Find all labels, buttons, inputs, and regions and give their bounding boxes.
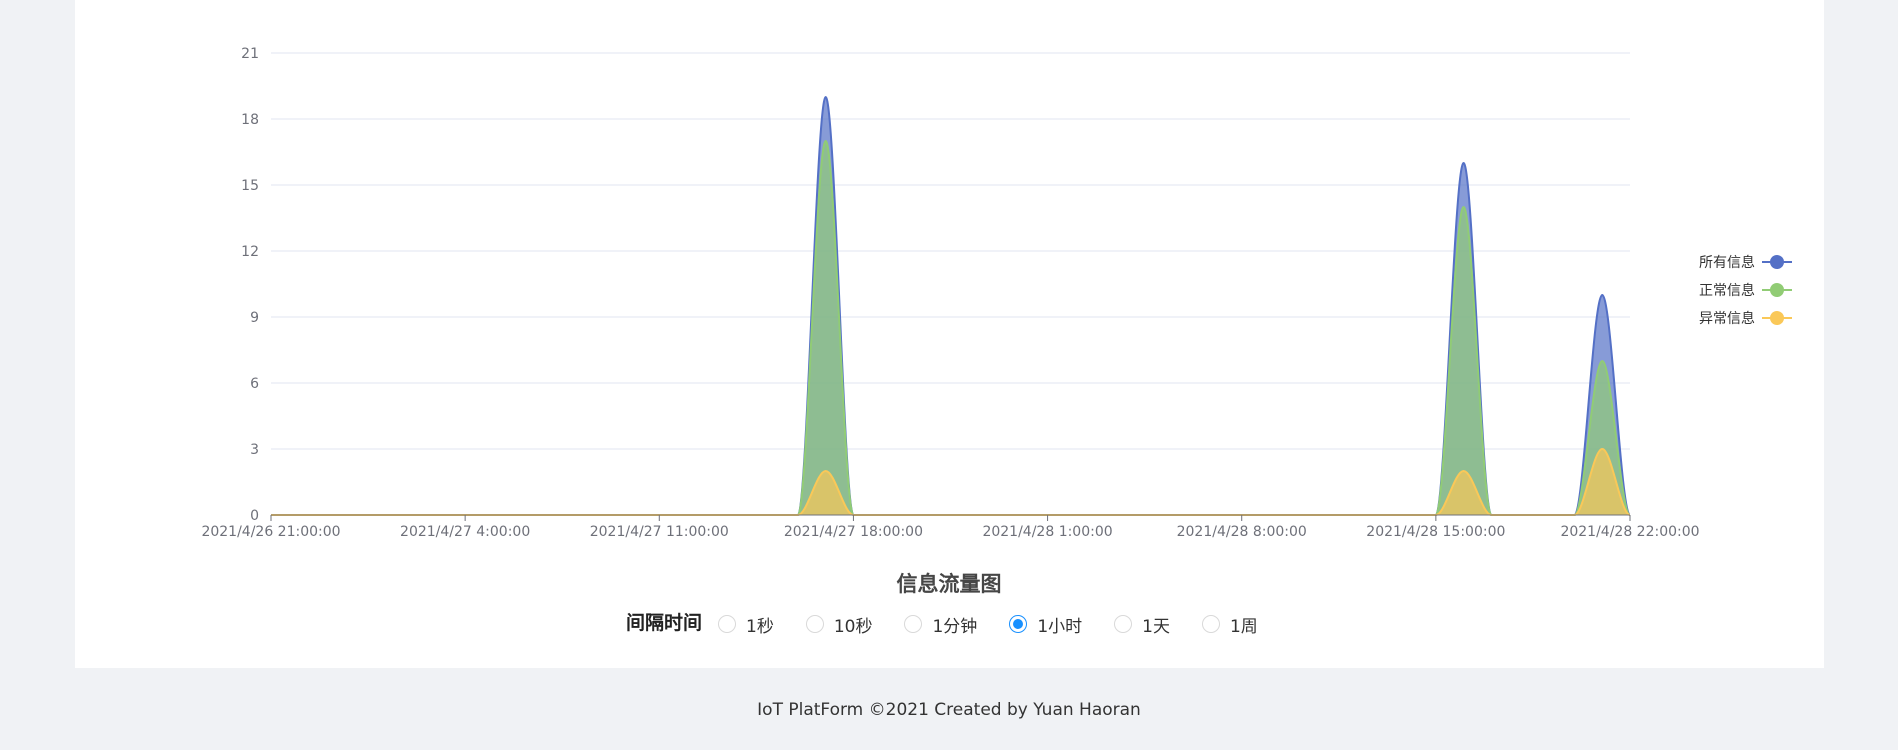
series-area-1 [271, 141, 1630, 515]
interval-option-label: 1周 [1229, 616, 1258, 637]
y-tick-label: 18 [241, 112, 259, 128]
interval-label: 间隔时间 [626, 611, 703, 634]
series-area-2 [271, 449, 1630, 515]
interval-option-2[interactable]: 1分钟 [898, 612, 977, 637]
radio-circle-icon[interactable] [1201, 615, 1220, 633]
legend-label: 异常信息 [1699, 310, 1755, 327]
chart-areas [271, 95, 1631, 516]
interval-option-5[interactable]: 1周 [1196, 612, 1258, 637]
radio-circle-icon[interactable] [805, 615, 824, 633]
interval-option-1[interactable]: 10秒 [800, 612, 873, 637]
flow-chart: 0 3 6 9 12 15 18 21 2021/4/26 21:00:00 2021/4/27 … [201, 46, 1792, 540]
x-tick-label: 2021/4/28 15:00:00 [1366, 524, 1505, 540]
interval-option-label: 10秒 [833, 616, 873, 637]
x-tick-label: 2021/4/26 21:00:00 [201, 524, 340, 540]
x-tick-label: 2021/4/27 11:00:00 [590, 524, 729, 540]
radio-circle-icon[interactable] [718, 615, 737, 633]
y-tick-label: 9 [250, 310, 259, 326]
series-line-2 [271, 447, 1631, 516]
chart-grid [271, 52, 1630, 450]
interval-option-4[interactable]: 1天 [1108, 612, 1170, 637]
radio-circle-icon[interactable] [1009, 615, 1028, 633]
legend-item-0[interactable]: 所有信息 [1699, 254, 1792, 271]
interval-option-label: 1小时 [1037, 616, 1083, 637]
radio-circle-icon[interactable] [904, 615, 923, 633]
interval-selector: 间隔时间 1秒 10秒 1分钟 1小时 1天 1周 [626, 606, 1284, 642]
legend-dot-icon [1770, 283, 1784, 297]
chart-card [75, 0, 1824, 668]
interval-option-3[interactable]: 1小时 [1003, 612, 1082, 637]
interval-option-0[interactable]: 1秒 [712, 612, 774, 637]
series-line-1 [271, 139, 1631, 516]
legend-label: 正常信息 [1699, 282, 1755, 299]
y-tick-label: 3 [250, 442, 259, 458]
legend-item-2[interactable]: 异常信息 [1699, 310, 1792, 327]
x-tick-label: 2021/4/27 18:00:00 [784, 524, 923, 540]
legend-item-1[interactable]: 正常信息 [1699, 282, 1792, 299]
legend-label: 所有信息 [1699, 254, 1755, 271]
chart-title: 信息流量图 [896, 572, 1002, 596]
y-tick-label: 21 [241, 46, 259, 62]
y-tick-label: 12 [241, 244, 259, 260]
interval-radio-group: 1秒 10秒 1分钟 1小时 1天 1周 [712, 612, 1284, 637]
x-tick-label: 2021/4/28 1:00:00 [982, 524, 1112, 540]
y-tick-label: 0 [250, 508, 259, 524]
radio-circle-icon[interactable] [1114, 615, 1133, 633]
interval-option-label: 1秒 [746, 616, 774, 637]
legend-dot-icon [1770, 255, 1784, 269]
footer-text: IoT PlatForm ©2021 Created by Yuan Haora… [757, 700, 1141, 720]
interval-option-label: 1分钟 [932, 616, 978, 637]
x-tick-label: 2021/4/27 4:00:00 [400, 524, 530, 540]
y-tick-label: 6 [250, 376, 259, 392]
series-line-0 [271, 95, 1631, 516]
y-tick-label: 15 [241, 178, 259, 194]
x-tick-label: 2021/4/28 8:00:00 [1177, 524, 1307, 540]
series-area-0 [271, 97, 1630, 515]
legend-dot-icon [1770, 311, 1784, 325]
x-tick-label: 2021/4/28 22:00:00 [1560, 524, 1699, 540]
interval-option-label: 1天 [1142, 616, 1170, 637]
chart-axes: 0 3 6 9 12 15 18 21 2021/4/26 21:00:00 2021/4/27 … [201, 46, 1699, 540]
